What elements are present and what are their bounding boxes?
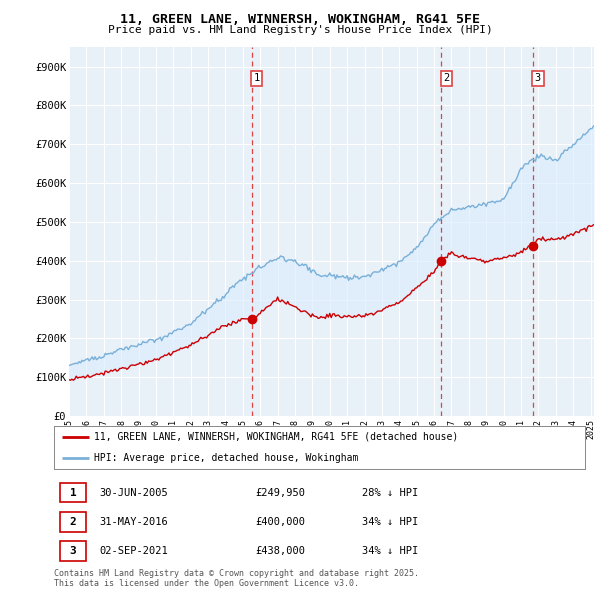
Text: 1: 1 [70,488,76,497]
Text: HPI: Average price, detached house, Wokingham: HPI: Average price, detached house, Woki… [94,453,358,463]
Text: £438,000: £438,000 [256,546,306,556]
Text: Price paid vs. HM Land Registry's House Price Index (HPI): Price paid vs. HM Land Registry's House … [107,25,493,35]
Text: 3: 3 [535,73,541,83]
Text: 2: 2 [443,73,450,83]
Text: 34% ↓ HPI: 34% ↓ HPI [362,517,418,527]
Text: 34% ↓ HPI: 34% ↓ HPI [362,546,418,556]
FancyBboxPatch shape [61,483,86,502]
Text: 11, GREEN LANE, WINNERSH, WOKINGHAM, RG41 5FE: 11, GREEN LANE, WINNERSH, WOKINGHAM, RG4… [120,13,480,26]
Text: £400,000: £400,000 [256,517,306,527]
FancyBboxPatch shape [61,542,86,560]
FancyBboxPatch shape [61,512,86,532]
Text: 30-JUN-2005: 30-JUN-2005 [99,488,168,497]
Text: £249,950: £249,950 [256,488,306,497]
Text: 3: 3 [70,546,76,556]
Text: 2: 2 [70,517,76,527]
Text: 28% ↓ HPI: 28% ↓ HPI [362,488,418,497]
Text: Contains HM Land Registry data © Crown copyright and database right 2025.
This d: Contains HM Land Registry data © Crown c… [54,569,419,588]
Text: 11, GREEN LANE, WINNERSH, WOKINGHAM, RG41 5FE (detached house): 11, GREEN LANE, WINNERSH, WOKINGHAM, RG4… [94,432,458,442]
Text: 31-MAY-2016: 31-MAY-2016 [99,517,168,527]
Text: 1: 1 [254,73,260,83]
Text: 02-SEP-2021: 02-SEP-2021 [99,546,168,556]
